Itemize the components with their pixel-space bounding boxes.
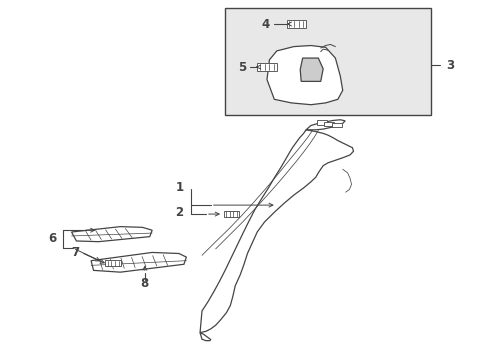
Polygon shape bbox=[91, 252, 186, 272]
Text: 6: 6 bbox=[48, 231, 56, 244]
Bar bbox=[223, 211, 239, 217]
Text: 5: 5 bbox=[238, 60, 246, 73]
Bar bbox=[105, 260, 121, 266]
Polygon shape bbox=[200, 333, 211, 341]
Text: 4: 4 bbox=[261, 18, 270, 31]
Polygon shape bbox=[200, 130, 353, 333]
Polygon shape bbox=[306, 120, 345, 130]
Text: 1: 1 bbox=[175, 181, 184, 194]
Bar bbox=[257, 63, 277, 71]
Bar bbox=[287, 20, 306, 28]
Text: 3: 3 bbox=[446, 59, 454, 72]
Bar bbox=[318, 121, 327, 125]
Text: 2: 2 bbox=[175, 207, 184, 220]
Polygon shape bbox=[300, 58, 323, 81]
Bar bbox=[332, 123, 342, 127]
Polygon shape bbox=[72, 226, 152, 242]
Bar bbox=[225, 8, 431, 116]
Text: 8: 8 bbox=[141, 277, 149, 290]
Polygon shape bbox=[267, 45, 343, 105]
Text: 7: 7 bbox=[71, 246, 79, 259]
Bar bbox=[324, 122, 334, 126]
